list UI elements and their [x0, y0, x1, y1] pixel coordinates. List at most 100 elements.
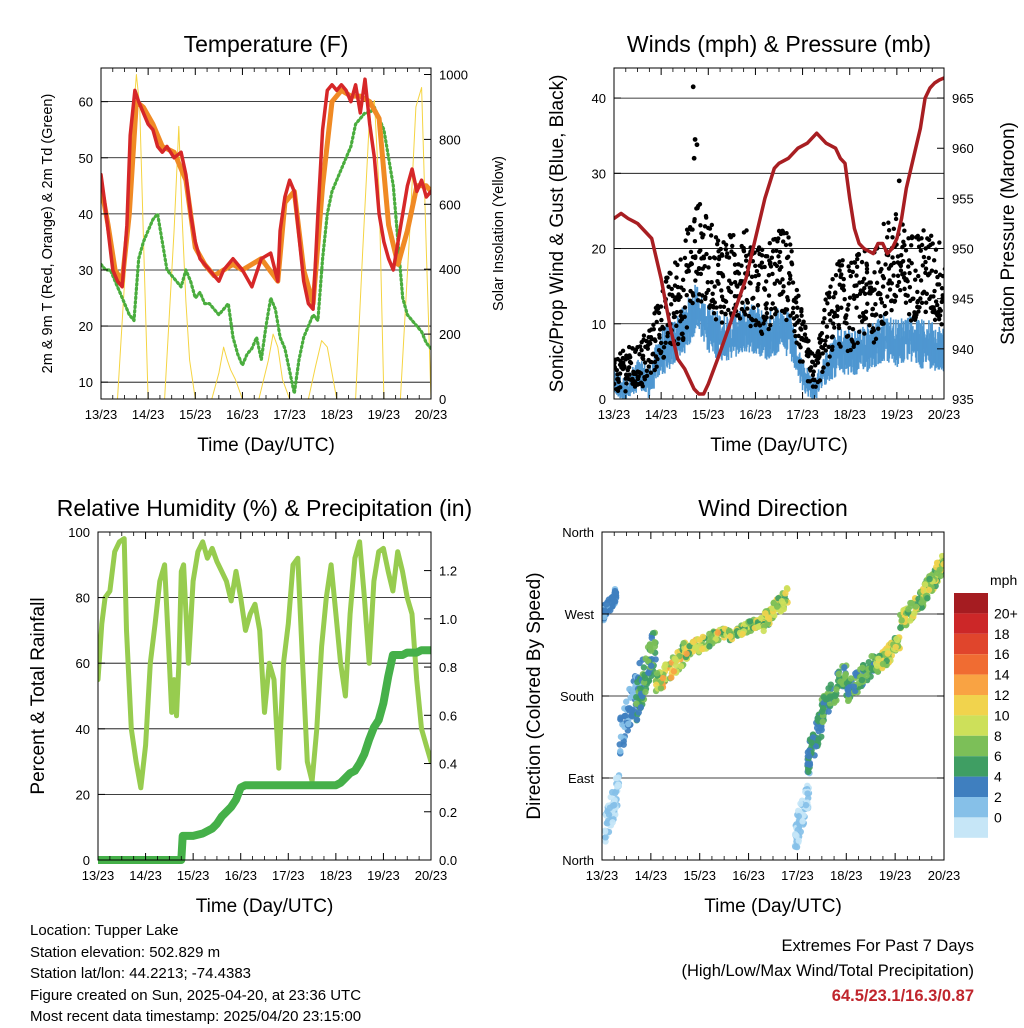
gust-point [889, 308, 894, 313]
gust-point [618, 385, 623, 390]
gust-point [824, 324, 830, 329]
direction-point [651, 643, 659, 650]
gust-point [919, 236, 924, 241]
gust-point [624, 381, 629, 386]
y-tick-label: 60 [76, 656, 90, 671]
y2-tick-label: 950 [952, 242, 974, 257]
gust-point [822, 316, 827, 321]
direction-point [898, 617, 905, 624]
gust-point [716, 281, 721, 286]
y-tick-label: 0 [599, 392, 606, 407]
gust-point [762, 264, 767, 270]
direction-point [782, 590, 789, 597]
gust-point [822, 342, 828, 348]
direction-point [921, 581, 929, 588]
gust-point [635, 376, 641, 382]
gust-point [824, 334, 830, 340]
gust-point [661, 326, 666, 331]
gust-point [880, 284, 886, 289]
x-tick-label: 15/23 [683, 868, 716, 883]
direction-point [825, 695, 833, 702]
gust-point [737, 316, 743, 321]
gust-point [759, 331, 765, 337]
gust-point [886, 228, 892, 233]
gust-point [926, 237, 932, 242]
direction-point [764, 614, 772, 621]
gust-point [668, 271, 673, 276]
gust-point [767, 241, 772, 246]
gust-point [855, 256, 860, 262]
gust-point [933, 299, 939, 304]
direction-point [799, 818, 806, 825]
direction-point [858, 676, 866, 684]
gust-point [691, 155, 697, 161]
gust-point [728, 289, 734, 295]
gust-point [641, 333, 647, 338]
y-tick-label: 50 [79, 151, 93, 166]
gust-point [745, 300, 750, 305]
extremes-values: 64.5/23.1/16.3/0.87 [831, 987, 974, 1005]
gust-point [861, 276, 867, 281]
gust-point [881, 321, 886, 326]
legend-title: mph [990, 572, 1017, 588]
x-axis-label: Time (Day/UTC) [710, 435, 848, 456]
gust-point [681, 287, 686, 293]
y-tick-label: 100 [68, 525, 90, 540]
gust-point [715, 238, 721, 243]
gust-point [694, 142, 700, 148]
gust-point [618, 351, 623, 356]
direction-point [835, 670, 842, 678]
gust-point [900, 258, 906, 264]
gust-point [755, 303, 761, 308]
gust-point [751, 295, 756, 301]
direction-point [641, 674, 649, 682]
gust-point [939, 322, 944, 327]
gust-point [915, 300, 920, 305]
gust-point [721, 304, 727, 309]
gust-point [914, 312, 919, 317]
gust-point [809, 351, 815, 356]
x-axis-label: Time (Day/UTC) [197, 435, 335, 456]
direction-point [642, 688, 649, 696]
y2-tick-label: 1.2 [439, 564, 457, 579]
gust-point [876, 326, 881, 331]
gust-point [879, 300, 885, 305]
gust-point [893, 294, 899, 299]
gust-point [678, 257, 683, 262]
direction-point [797, 800, 804, 807]
gust-point [725, 251, 730, 256]
gust-point [756, 272, 761, 278]
pressure-line [614, 76, 944, 396]
gust-point [696, 266, 702, 271]
gust-point [854, 305, 859, 310]
gust-point [898, 288, 903, 293]
gust-point [788, 276, 793, 282]
direction-point [841, 672, 849, 679]
direction-point [648, 662, 655, 669]
gust-point [878, 296, 884, 302]
direction-point [602, 834, 609, 841]
gust-point [659, 317, 664, 323]
gust-point [704, 251, 709, 257]
direction-point [804, 790, 811, 797]
direction-point [645, 669, 652, 676]
gust-point [870, 306, 876, 312]
x-tick-label: 18/23 [320, 868, 353, 883]
gust-point [921, 228, 926, 233]
gust-point [720, 274, 726, 279]
direction-point [868, 653, 875, 660]
gust-point [628, 354, 633, 360]
gust-point [766, 326, 771, 332]
gust-point [830, 321, 836, 326]
direction-point [940, 560, 944, 568]
gust-point [940, 293, 944, 298]
gust-point [872, 270, 877, 275]
direction-point [725, 627, 733, 635]
x-tick-label: 18/23 [320, 407, 353, 422]
chart-title: Temperature (F) [184, 31, 349, 57]
direction-point [649, 629, 657, 637]
gust-point [909, 261, 914, 266]
gust-point [649, 359, 654, 365]
direction-point [873, 662, 881, 669]
gust-point [933, 269, 939, 275]
